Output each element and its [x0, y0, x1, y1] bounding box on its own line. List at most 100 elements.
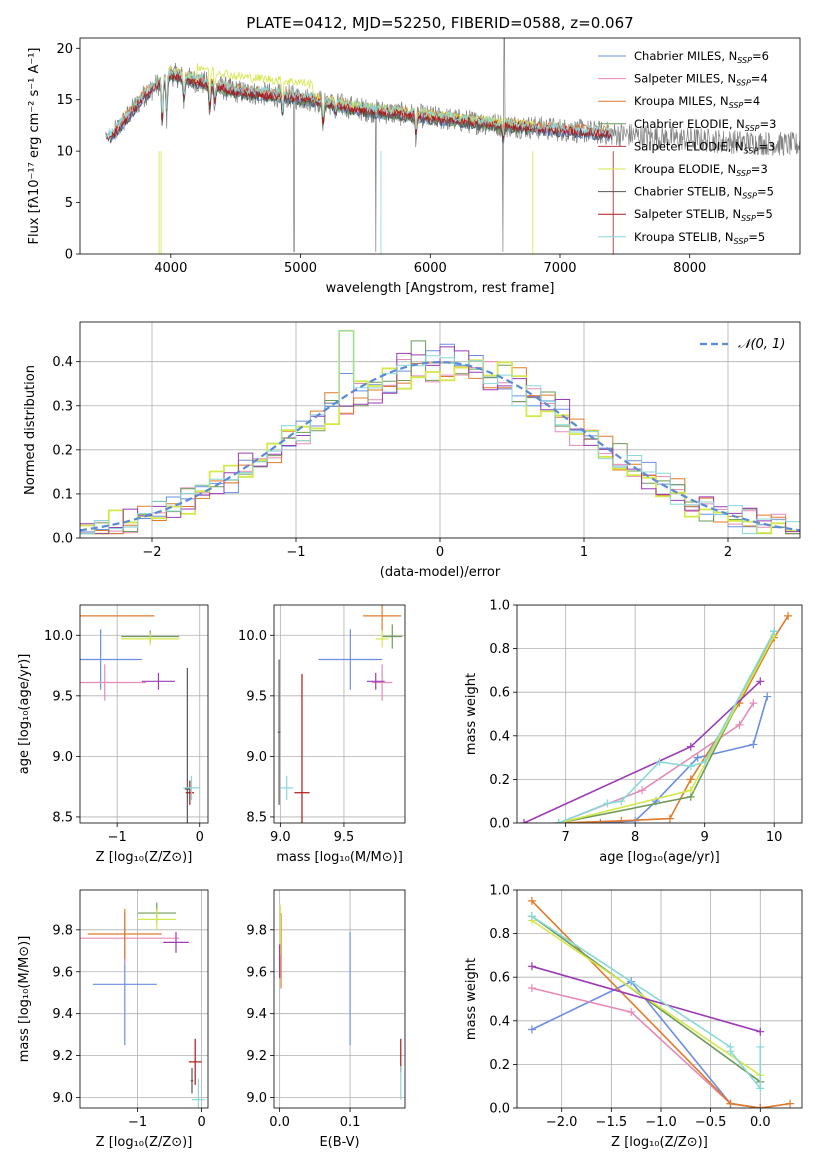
- series-line: [558, 635, 775, 823]
- mass-vs-ebv-frame: [273, 889, 406, 1109]
- x-tick-label: 0.1: [340, 1115, 361, 1130]
- x-tick-label: 9.0: [270, 830, 291, 845]
- y-tick-label: 9.0: [52, 750, 73, 765]
- plus-marker: [665, 814, 674, 823]
- y-tick-label: 8.5: [52, 810, 73, 825]
- gaussian-curve: [80, 360, 800, 532]
- y-tick-label: 5: [65, 196, 73, 211]
- plus-marker: [527, 1025, 536, 1034]
- y-tick-label: 1.0: [489, 599, 510, 614]
- series-line: [531, 915, 762, 1091]
- y-tick-label: 9.0: [52, 1091, 73, 1106]
- y-tick-label: 9.0: [246, 750, 267, 765]
- legend-label: Chabrier STELIB, NSSP=5: [634, 185, 774, 201]
- plus-marker: [693, 753, 702, 762]
- plus-marker: [603, 799, 612, 808]
- x-tick-label: 2: [724, 545, 732, 560]
- spectrum-panel: Chabrier MILES, NSSP=6 Salpeter MILES, NS…: [27, 14, 801, 296]
- errorbar-point: [183, 775, 200, 800]
- y-tick-label: 0.0: [489, 1102, 510, 1117]
- plus-marker: [726, 1047, 735, 1056]
- y-tick-label: 9.2: [246, 1049, 267, 1064]
- y-tick-label: 0.2: [52, 443, 73, 458]
- errorbar-point: [141, 672, 175, 690]
- plus-marker: [686, 762, 695, 771]
- massweight-vs-Z-plot-area: [517, 890, 802, 1108]
- y-axis-label: mass weight: [464, 673, 479, 755]
- x-tick-label: 1: [580, 545, 588, 560]
- chart-title: PLATE=0412, MJD=52250, FIBERID=0588, z=0…: [246, 14, 633, 32]
- errorbar-point: [382, 624, 403, 649]
- y-tick-label: 10: [56, 145, 73, 160]
- x-tick-label: −1.5: [596, 1115, 628, 1130]
- plus-marker: [527, 962, 536, 971]
- x-tick-label: 0: [196, 830, 204, 845]
- x-tick-label: 4000: [154, 261, 187, 276]
- plus-marker: [686, 775, 695, 784]
- errorbar-point: [366, 672, 385, 690]
- age-vs-Z-plot-area: [80, 605, 208, 823]
- series-line: [600, 696, 768, 823]
- residual-legend: 𝒩(0, 1): [700, 337, 785, 352]
- series-line: [531, 987, 761, 1108]
- y-tick-label: 0: [65, 248, 73, 263]
- spectrum-plot-area: [105, 38, 800, 254]
- errorbar-point: [190, 1068, 194, 1094]
- y-tick-label: 9.2: [52, 1049, 73, 1064]
- y-tick-label: 9.5: [246, 689, 267, 704]
- legend-label: Chabrier MILES, NSSP=6: [634, 49, 769, 65]
- plus-marker: [638, 786, 647, 795]
- plus-marker: [519, 819, 528, 823]
- plus-marker: [554, 819, 563, 823]
- plus-marker: [756, 677, 765, 686]
- plus-marker: [700, 757, 709, 766]
- errorbar-point: [163, 931, 189, 953]
- massweight-vs-Z-frame: [516, 889, 803, 1109]
- plus-marker: [756, 1042, 765, 1051]
- x-tick-label: −1: [286, 545, 305, 560]
- y-tick-label: 0.0: [489, 817, 510, 832]
- spectrum-frame: [79, 37, 801, 255]
- y-tick-label: 9.0: [246, 1091, 267, 1106]
- x-axis-label: wavelength [Angstrom, rest frame]: [326, 281, 555, 296]
- massweight-vs-age-plot-area: [517, 605, 802, 823]
- y-axis-label: mass weight: [464, 958, 479, 1040]
- x-tick-label: 9: [701, 830, 709, 845]
- x-axis-label: age [log₁₀(age/yr)]: [599, 850, 720, 865]
- x-tick-label: 8: [631, 830, 639, 845]
- x-tick-label: 7: [562, 830, 570, 845]
- errorbar-point: [185, 780, 194, 805]
- y-axis-label: age [log₁₀(age/yr)]: [17, 654, 32, 775]
- residuals-panel: 𝒩(0, 1) −2 −1 0 1 2 0.0 0.1 0.2 0.3 0.4 (data-model…: [23, 321, 801, 580]
- massweight-vs-age-panel: 7 8 9 10 0.0 0.2 0.4 0.6 0.8 1.0 age [log₁₀(age/yr…: [464, 599, 803, 865]
- errorbar-point: [80, 629, 142, 690]
- plus-marker: [749, 740, 758, 749]
- age-vs-mass-frame: [273, 604, 406, 824]
- errorbar-point: [80, 664, 147, 701]
- mass-vs-ebv-panel: 0.0 0.1 9.0 9.2 9.4 9.6 9.8 E(B-V): [246, 889, 406, 1150]
- y-tick-label: 0.2: [489, 1058, 510, 1073]
- y-tick-label: 0.6: [489, 686, 510, 701]
- y-tick-label: 0.3: [52, 399, 73, 414]
- x-axis-label: (data-model)/error: [380, 565, 501, 580]
- x-axis-label: Z [log₁₀(Z/Z⊙)]: [96, 850, 193, 865]
- y-tick-label: 0.1: [52, 487, 73, 502]
- x-tick-label: 0.0: [269, 1115, 290, 1130]
- x-tick-label: 10: [766, 830, 783, 845]
- plus-marker: [763, 692, 772, 701]
- massweight-vs-age-frame: [516, 604, 803, 824]
- age-vs-mass-plot-area: [274, 605, 405, 823]
- plus-marker: [749, 699, 758, 708]
- plus-marker: [770, 627, 779, 636]
- x-tick-label: −0.5: [695, 1115, 727, 1130]
- x-tick-label: 7000: [543, 261, 576, 276]
- y-tick-label: 10.0: [44, 629, 73, 644]
- errorbar-point: [192, 1078, 205, 1108]
- legend-label: Chabrier ELODIE, NSSP=3: [634, 117, 776, 133]
- plus-marker: [786, 1099, 795, 1108]
- x-tick-label: −1: [108, 830, 127, 845]
- plus-marker: [617, 816, 626, 823]
- errorbar-point: [137, 908, 176, 930]
